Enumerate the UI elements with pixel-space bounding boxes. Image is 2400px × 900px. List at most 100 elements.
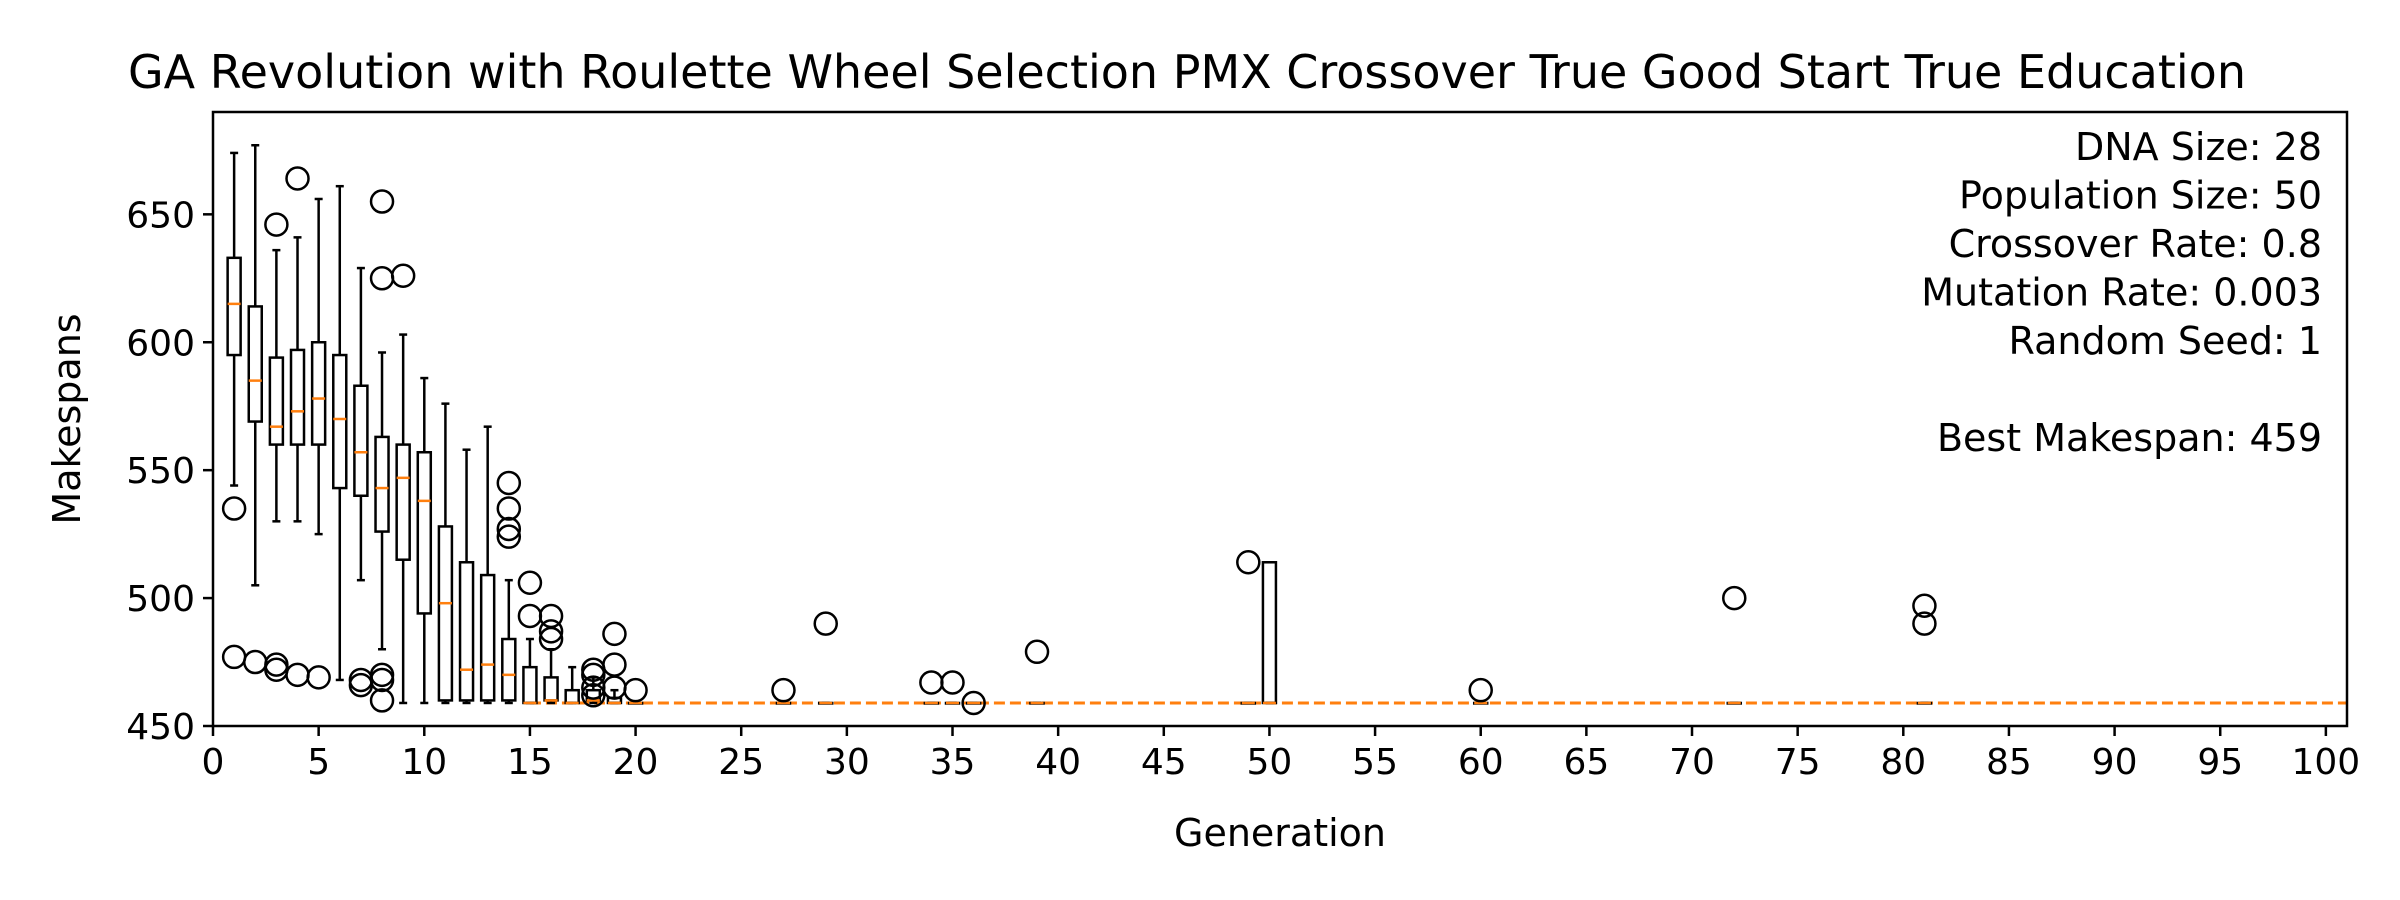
outlier-point [1024,639,1050,665]
outlier-point [285,166,310,191]
x-tick-label: 85 [1986,742,2032,783]
outlier-point [581,683,606,708]
x-tick-label: 0 [202,742,225,783]
y-tick-label: 450 [126,707,195,748]
box-iqr [458,561,475,702]
box-iqr [395,443,411,561]
box-generation-72 [1722,585,1747,705]
outlier-point [961,690,986,716]
box-generation-49 [1236,550,1261,705]
box-generation-10 [416,376,433,705]
outlier-point [1912,611,1937,636]
box-generation-6 [332,184,348,682]
x-tick-label: 70 [1669,742,1715,783]
outlier-point [264,212,289,237]
box-generation-11 [437,402,454,705]
outlier-point [1236,550,1261,575]
outlier-point [813,611,838,636]
outlier-point [940,670,965,695]
outlier-point [496,524,522,549]
x-tick-label: 45 [1141,742,1187,783]
box-generation-5 [306,197,331,690]
box-generation-36 [961,690,986,716]
outlier-point [496,516,522,542]
box-iqr [247,305,264,423]
box-iqr [353,384,369,497]
x-tick-label: 30 [824,742,870,783]
box-generation-27 [771,677,796,705]
box-generation-2 [243,144,268,675]
y-axis-label: Makespans [45,313,89,524]
outlier-point [221,496,247,521]
outlier-point [496,496,522,521]
box-generation-13 [479,425,496,705]
outlier-point [369,189,395,214]
outlier-point [538,626,564,652]
plot-area [221,144,2347,716]
outlier-point [1468,677,1493,703]
x-tick-label: 25 [718,742,764,783]
outlier-point [496,470,522,496]
box-generation-16 [538,603,564,705]
info-line: Mutation Rate: 0.003 [1921,271,2322,315]
box-generation-81 [1912,593,1937,705]
x-tick-label: 60 [1458,742,1504,783]
box-generation-15 [517,570,543,705]
y-tick-label: 600 [126,323,195,364]
info-line: Crossover Rate: 0.8 [1949,222,2322,266]
box-generation-39 [1024,639,1050,705]
x-tick-label: 100 [2292,742,2361,783]
info-line: DNA Size: 28 [2075,125,2322,169]
info-line: Best Makespan: 459 [1937,416,2322,460]
x-tick-label: 80 [1880,742,1926,783]
x-tick-label: 65 [1563,742,1609,783]
box-generation-60 [1468,677,1493,705]
info-line: Random Seed: 1 [2009,319,2322,363]
outlier-point [306,665,331,690]
box-iqr [332,353,348,490]
outlier-point [581,662,606,688]
box-generation-20 [623,677,648,705]
outlier-point [369,667,395,693]
axes-frame [211,110,2349,728]
x-axis-label: Generation [1174,811,1386,855]
box-iqr [289,348,306,446]
x-tick-label: 15 [507,742,553,783]
y-tick-label: 500 [126,579,195,620]
x-tick-label: 75 [1775,742,1821,783]
x-tick-label: 50 [1247,742,1293,783]
outlier-point [517,570,543,595]
x-tick-label: 95 [2197,742,2243,783]
y-tick-label: 650 [126,195,195,236]
box-generation-14 [496,470,522,705]
box-iqr [479,573,496,702]
axis-ticks: 0 5 10 15 20 25 30 35 40 45 50 55 60 65 70 75 80 85 90 95 10… [126,195,2360,783]
x-tick-label: 40 [1035,742,1081,783]
outlier-point [538,619,564,644]
box-iqr [416,451,433,615]
box-generation-12 [458,448,475,705]
x-tick-label: 90 [2092,742,2138,783]
outlier-point [390,263,416,288]
outlier-point [771,677,796,703]
x-tick-label: 35 [930,742,976,783]
x-tick-label: 10 [401,742,447,783]
box-generation-29 [813,611,838,705]
box-iqr [310,341,327,446]
outlier-point [369,688,395,713]
box-generation-1 [221,151,247,670]
box-iqr [226,256,242,357]
outlier-point [1912,593,1937,619]
box-iqr [501,637,517,702]
box-generation-17 [564,665,580,705]
box-iqr [374,435,390,533]
outlier-point [623,677,648,703]
box-iqr [268,356,285,446]
box-generation-3 [264,212,289,682]
info-line: Population Size: 50 [1959,174,2322,218]
x-tick-label: 55 [1352,742,1398,783]
box-generation-35 [940,670,965,705]
x-tick-label: 5 [307,742,330,783]
